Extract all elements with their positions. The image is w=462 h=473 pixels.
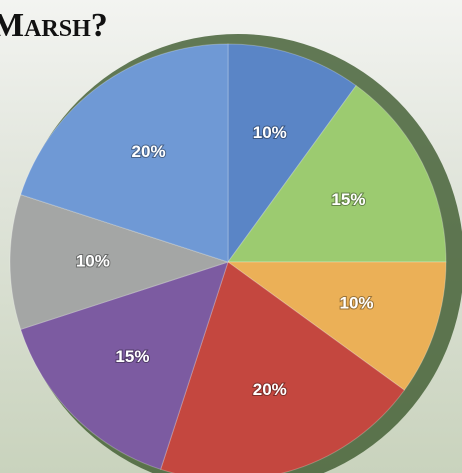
pie-slice bbox=[160, 261, 406, 473]
pie-slice bbox=[9, 194, 230, 330]
slice-label: 20% bbox=[253, 380, 287, 399]
pie-slice bbox=[227, 84, 447, 263]
pie-slice bbox=[20, 43, 229, 263]
slice-label: 10% bbox=[253, 123, 287, 142]
slice-label: 15% bbox=[331, 190, 365, 209]
pie: 10% 15% 10% 20% 15% 10% 20% bbox=[9, 43, 447, 473]
slice-label: 10% bbox=[76, 251, 110, 270]
pie-slice bbox=[20, 261, 229, 470]
chart-title: Marsh? bbox=[0, 7, 108, 44]
pie-slice bbox=[227, 43, 357, 264]
slice-label: 10% bbox=[340, 293, 374, 312]
slice-label: 15% bbox=[115, 347, 149, 366]
slice-label: 20% bbox=[132, 142, 166, 161]
pie-slice bbox=[226, 261, 447, 391]
